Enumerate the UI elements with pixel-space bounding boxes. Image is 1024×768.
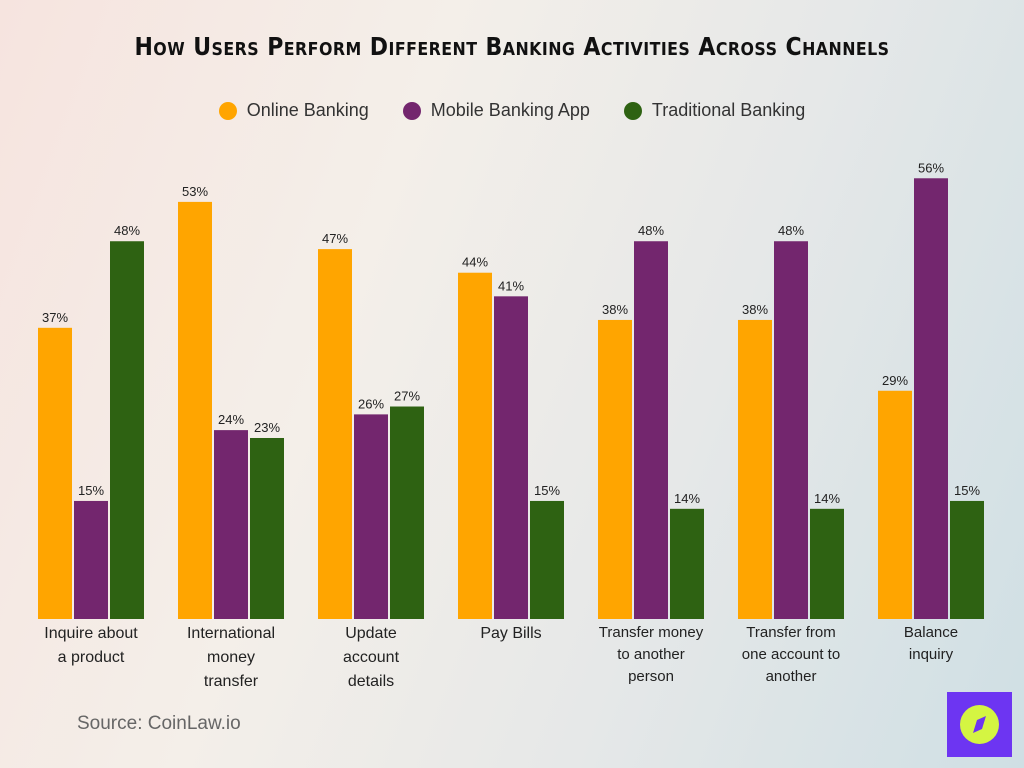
data-label: 14% <box>814 491 840 506</box>
bar <box>670 508 704 619</box>
legend-label: Traditional Banking <box>651 100 806 120</box>
bar <box>950 500 984 619</box>
legend-item: Online Banking <box>218 100 369 121</box>
data-label: 48% <box>114 223 140 238</box>
bar <box>110 241 144 620</box>
data-label: 23% <box>254 420 280 435</box>
bar <box>878 390 912 619</box>
data-label: 15% <box>534 483 560 498</box>
data-label: 29% <box>882 373 908 388</box>
data-label: 27% <box>394 389 420 404</box>
bar <box>458 272 492 619</box>
legend-label: Online Banking <box>246 100 369 120</box>
data-label: 38% <box>602 302 628 317</box>
category-label: Update account details <box>342 625 400 690</box>
data-label: 24% <box>218 412 244 427</box>
data-label: 41% <box>498 278 524 293</box>
data-label: 14% <box>674 491 700 506</box>
legend-label: Mobile Banking App <box>430 100 590 120</box>
legend: Online Banking Mobile Banking App Traditio… <box>0 100 1024 121</box>
category-label: Balance inquiry <box>903 624 959 663</box>
bar <box>390 406 424 619</box>
bar <box>354 414 388 619</box>
legend-item: Traditional Banking <box>623 100 806 121</box>
bar <box>810 508 844 619</box>
bar <box>494 296 528 619</box>
data-label: 44% <box>462 255 488 270</box>
logo <box>947 692 1012 757</box>
bar <box>530 500 564 619</box>
data-label: 15% <box>78 483 104 498</box>
data-label: 38% <box>742 302 768 317</box>
data-label: 15% <box>954 483 980 498</box>
bar <box>38 327 72 619</box>
category-label: Pay Bills <box>480 625 542 642</box>
data-label: 26% <box>358 396 384 411</box>
data-label: 37% <box>42 310 68 325</box>
bar <box>318 249 352 620</box>
bar <box>178 201 212 619</box>
legend-swatch <box>218 101 237 120</box>
bar <box>634 241 668 620</box>
bar <box>914 178 948 619</box>
source-text: Source: CoinLaw.io <box>77 713 241 734</box>
category-label: Transfer from one account to another <box>741 624 841 685</box>
bar <box>214 430 248 619</box>
bar <box>74 500 108 619</box>
bar <box>598 319 632 619</box>
bar <box>738 319 772 619</box>
legend-swatch <box>623 101 642 120</box>
compass-icon <box>960 705 999 744</box>
data-label: 48% <box>778 223 804 238</box>
chart-title: How Users Perform Different Banking Acti… <box>134 32 890 61</box>
data-label: 47% <box>322 231 348 246</box>
category-label: International money transfer <box>186 625 276 690</box>
data-label: 48% <box>638 223 664 238</box>
category-label: Inquire about a product <box>44 625 138 666</box>
data-label: 56% <box>918 160 944 175</box>
legend-item: Mobile Banking App <box>402 100 590 121</box>
legend-swatch <box>402 101 421 120</box>
bar <box>774 241 808 620</box>
bar <box>250 437 284 619</box>
data-label: 53% <box>182 184 208 199</box>
category-label: Transfer money to another person <box>598 624 704 685</box>
